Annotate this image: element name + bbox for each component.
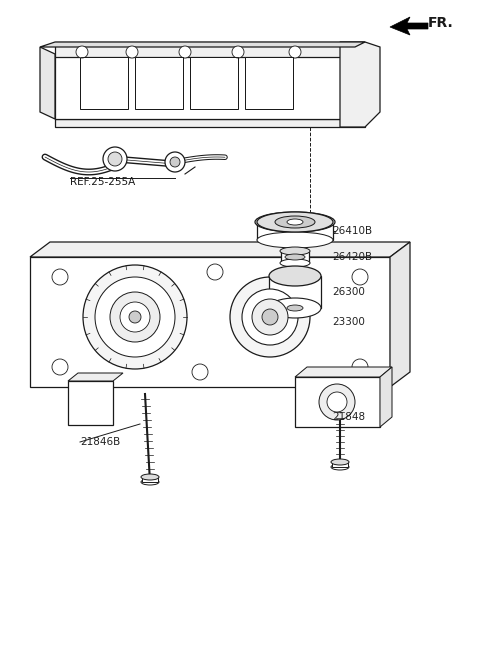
Polygon shape xyxy=(340,42,380,127)
Bar xyxy=(68,381,113,425)
Ellipse shape xyxy=(331,459,349,465)
Ellipse shape xyxy=(269,298,321,318)
Circle shape xyxy=(179,46,191,58)
Bar xyxy=(142,477,158,482)
Circle shape xyxy=(83,265,187,369)
Circle shape xyxy=(170,157,180,167)
Circle shape xyxy=(52,359,68,375)
Circle shape xyxy=(352,359,368,375)
Circle shape xyxy=(352,269,368,285)
Circle shape xyxy=(110,292,160,342)
Bar xyxy=(55,42,365,57)
Circle shape xyxy=(319,384,355,420)
Ellipse shape xyxy=(257,232,333,248)
Circle shape xyxy=(120,302,150,332)
Circle shape xyxy=(129,311,141,323)
Text: 26410B: 26410B xyxy=(332,226,372,236)
Circle shape xyxy=(207,264,223,280)
Bar xyxy=(269,276,321,308)
Circle shape xyxy=(95,277,175,357)
Text: 23300: 23300 xyxy=(332,317,365,327)
Circle shape xyxy=(242,289,298,345)
Circle shape xyxy=(108,152,122,166)
Ellipse shape xyxy=(280,259,310,267)
Text: 26300: 26300 xyxy=(332,287,365,297)
Circle shape xyxy=(289,46,301,58)
Ellipse shape xyxy=(287,305,303,311)
Bar xyxy=(295,377,380,427)
Bar xyxy=(30,257,390,387)
Bar xyxy=(135,57,183,109)
Text: REF.25-255A: REF.25-255A xyxy=(70,177,135,187)
Ellipse shape xyxy=(287,219,303,225)
Polygon shape xyxy=(295,367,392,377)
Ellipse shape xyxy=(269,266,321,286)
Circle shape xyxy=(165,152,185,172)
Circle shape xyxy=(262,309,278,325)
Ellipse shape xyxy=(255,212,335,232)
Polygon shape xyxy=(40,42,365,47)
Circle shape xyxy=(76,46,88,58)
Bar xyxy=(281,251,309,263)
Circle shape xyxy=(232,46,244,58)
Polygon shape xyxy=(380,367,392,427)
Ellipse shape xyxy=(257,212,333,232)
Bar xyxy=(55,54,365,119)
Circle shape xyxy=(230,277,310,357)
Bar xyxy=(80,57,128,109)
Ellipse shape xyxy=(275,216,315,228)
Ellipse shape xyxy=(285,254,305,260)
Circle shape xyxy=(192,364,208,380)
Bar xyxy=(332,462,348,467)
Text: FR.: FR. xyxy=(428,16,454,30)
Text: 21848: 21848 xyxy=(332,412,365,422)
Circle shape xyxy=(52,269,68,285)
Circle shape xyxy=(252,299,288,335)
Ellipse shape xyxy=(280,247,310,255)
Bar xyxy=(190,57,238,109)
Circle shape xyxy=(327,392,347,412)
Polygon shape xyxy=(390,17,428,35)
Bar xyxy=(257,222,333,240)
Ellipse shape xyxy=(141,479,159,485)
Polygon shape xyxy=(40,47,55,119)
Polygon shape xyxy=(390,242,410,387)
Ellipse shape xyxy=(141,474,159,480)
Bar xyxy=(55,119,365,127)
Circle shape xyxy=(126,46,138,58)
Polygon shape xyxy=(68,373,123,381)
Text: 21846B: 21846B xyxy=(80,437,120,447)
Bar xyxy=(245,57,293,109)
Circle shape xyxy=(103,147,127,171)
Text: 26420B: 26420B xyxy=(332,252,372,262)
Ellipse shape xyxy=(331,464,349,470)
Polygon shape xyxy=(30,242,410,257)
